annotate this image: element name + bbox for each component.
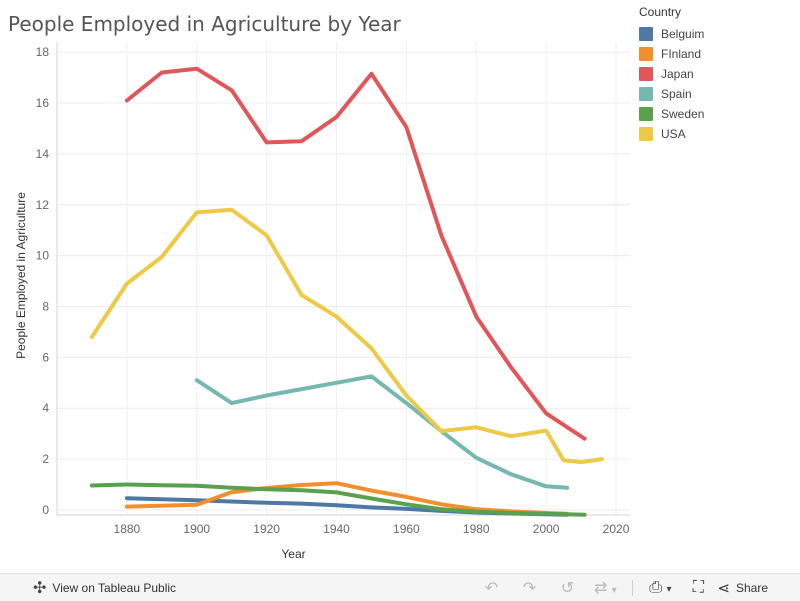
legend-swatch: [639, 87, 653, 101]
x-tick-label: 1920: [253, 522, 280, 536]
x-tick-label: 2000: [533, 522, 560, 536]
view-on-tableau-link[interactable]: ✣ View on Tableau Public: [33, 578, 176, 598]
series-line-sweden: [89, 482, 587, 517]
x-tick-label: 1960: [393, 522, 420, 536]
undo-icon: ↶: [484, 579, 499, 597]
legend-item-japan[interactable]: Japan: [639, 64, 704, 84]
y-tick-label: 10: [36, 249, 50, 263]
series-line-japan: [124, 66, 587, 441]
y-tick-label: 8: [42, 299, 49, 313]
y-tick-label: 14: [36, 147, 50, 161]
legend-label: Spain: [661, 87, 692, 101]
x-axis-title: Year: [281, 547, 305, 561]
chart-title: People Employed in Agriculture by Year: [8, 12, 401, 36]
legend-item-sweden[interactable]: Sweden: [639, 104, 704, 124]
series-line-usa: [89, 207, 604, 465]
y-tick-label: 12: [36, 198, 50, 212]
undo-button[interactable]: ↶: [472, 578, 510, 598]
legend-swatch: [639, 27, 653, 41]
download-icon: ⎙: [649, 578, 663, 596]
tableau-logo-icon: ✣: [33, 579, 47, 597]
legend-item-usa[interactable]: USA: [639, 124, 704, 144]
share-icon: ⋖: [717, 579, 730, 597]
redo-icon: ↷: [522, 579, 537, 597]
legend-item-spain[interactable]: Spain: [639, 84, 704, 104]
revert-button[interactable]: ↺: [548, 578, 586, 598]
legend: Country Belguim FInland Japan Spain Sweden US…: [639, 5, 704, 144]
share-button[interactable]: ⋖ Share: [717, 579, 768, 597]
refresh-button[interactable]: ⇄ ▾: [586, 578, 624, 598]
x-tick-label: 1940: [323, 522, 350, 536]
redo-button[interactable]: ↷: [510, 578, 548, 598]
legend-swatch: [639, 47, 653, 61]
y-axis-title: People Employed in Agriculture: [14, 192, 28, 359]
legend-swatch: [639, 107, 653, 121]
chevron-down-icon: ▾: [666, 583, 672, 595]
y-tick-label: 16: [36, 96, 50, 110]
download-button[interactable]: ⎙ ▾: [641, 579, 679, 597]
fullscreen-icon: ⛶: [692, 578, 704, 596]
x-tick-label: 1880: [114, 522, 141, 536]
legend-label: Japan: [661, 67, 694, 81]
view-on-tableau-label: View on Tableau Public: [52, 580, 177, 595]
toolbar-divider: [632, 579, 634, 596]
legend-label: USA: [661, 127, 686, 141]
refresh-icon: ⇄: [593, 579, 608, 597]
x-tick-label: 1980: [463, 522, 490, 536]
legend-title: Country: [639, 5, 682, 19]
y-tick-label: 4: [42, 401, 49, 415]
legend-item-finland[interactable]: FInland: [639, 44, 704, 64]
chevron-down-icon: ▾: [611, 584, 617, 596]
revert-icon: ↺: [560, 579, 575, 597]
series-line-spain: [194, 374, 570, 490]
legend-label: FInland: [661, 47, 702, 61]
y-tick-label: 18: [36, 45, 50, 59]
fullscreen-button[interactable]: ⛶: [679, 579, 717, 597]
legend-label: Sweden: [661, 107, 705, 121]
legend-label: Belguim: [661, 27, 705, 41]
x-tick-label: 1900: [183, 522, 210, 536]
y-tick-label: 2: [42, 452, 49, 466]
x-tick-label: 2020: [603, 522, 630, 536]
legend-swatch: [639, 127, 653, 141]
legend-item-belguim[interactable]: Belguim: [639, 24, 704, 44]
y-tick-label: 6: [42, 350, 49, 364]
toolbar: ✣ View on Tableau Public ↶ ↷ ↺ ⇄ ▾ ⎙ ▾ ⛶…: [0, 573, 800, 601]
share-label: Share: [735, 580, 768, 595]
legend-swatch: [639, 67, 653, 81]
y-tick-label: 0: [42, 503, 49, 517]
line-chart: 0 2 4 6 8 10 12 14 16 18 1880 1900 1920 1940 1960 1980 2…: [14, 42, 630, 561]
